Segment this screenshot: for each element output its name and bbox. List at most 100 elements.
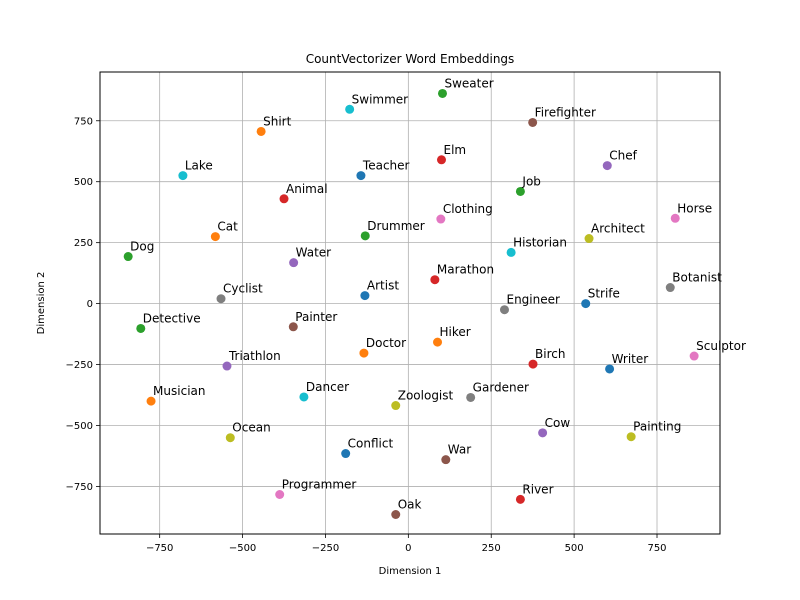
data-point	[584, 234, 594, 244]
y-tick-label: 750	[74, 116, 93, 127]
point-label: Artist	[367, 279, 399, 293]
point-label: Lake	[185, 159, 213, 173]
point-label: Painter	[295, 310, 337, 324]
data-point	[289, 258, 299, 268]
data-point	[279, 194, 289, 204]
data-point	[210, 232, 220, 242]
data-point	[360, 291, 370, 301]
point-label: Shirt	[263, 114, 291, 128]
data-point	[436, 155, 446, 165]
y-tick-label: 250	[74, 238, 93, 249]
data-point	[437, 88, 447, 98]
plot-frame	[99, 71, 721, 535]
data-point	[538, 428, 548, 438]
point-label: Water	[296, 246, 332, 260]
data-point	[299, 392, 309, 402]
point-label: Dog	[130, 240, 154, 254]
point-label: Cow	[545, 416, 571, 430]
data-point	[581, 299, 591, 309]
point-label: Engineer	[506, 293, 560, 307]
grid-lines	[100, 72, 720, 534]
y-axis-label: Dimension 2	[36, 272, 47, 335]
data-point	[341, 449, 351, 459]
point-label: Cyclist	[223, 282, 263, 296]
data-point	[665, 283, 675, 293]
data-point	[136, 323, 146, 333]
point-label: Hiker	[440, 325, 471, 339]
point-label: Triathlon	[228, 349, 281, 363]
point-label: Firefighter	[535, 105, 596, 119]
data-point	[605, 364, 615, 374]
data-point	[515, 186, 525, 196]
point-label: Writer	[612, 352, 649, 366]
point-label: Birch	[535, 347, 565, 361]
data-point	[499, 305, 509, 315]
point-labels: Sweater Swimmer Firefighter Shirt Elm Chef Lak…	[130, 76, 746, 511]
point-label: Chef	[609, 149, 637, 163]
point-label: Drummer	[367, 219, 425, 233]
data-point	[515, 494, 525, 504]
x-tick-label: 500	[565, 543, 584, 554]
point-label: Painting	[633, 420, 681, 434]
point-label: Cat	[217, 220, 238, 234]
data-point	[430, 275, 440, 285]
point-label: War	[448, 443, 471, 457]
y-tick-label: −500	[66, 421, 93, 432]
point-label: Gardener	[473, 380, 529, 394]
point-label: Programmer	[282, 478, 357, 492]
data-point	[670, 213, 680, 223]
point-label: Strife	[588, 287, 620, 301]
data-point	[222, 361, 232, 371]
point-label: Marathon	[437, 263, 494, 277]
data-point	[466, 392, 476, 402]
data-point	[689, 351, 699, 361]
point-label: Sculptor	[696, 339, 746, 353]
chart-title: CountVectorizer Word Embeddings	[306, 52, 515, 66]
data-point	[602, 161, 612, 171]
point-label: Detective	[143, 311, 201, 325]
y-tick-label: 500	[74, 177, 93, 188]
axis-ticks: −750 −500 −250 0 250 500 750 −750 −500 −250 0 250 50…	[66, 116, 667, 554]
point-label: Ocean	[232, 421, 270, 435]
x-tick-label: −750	[146, 543, 173, 554]
point-label: Swimmer	[352, 92, 409, 106]
x-tick-label: −250	[312, 543, 339, 554]
point-label: Horse	[677, 201, 712, 215]
data-point	[441, 455, 451, 465]
x-tick-label: −500	[229, 543, 256, 554]
data-point	[528, 117, 538, 127]
point-label: Botanist	[672, 271, 722, 285]
y-tick-label: −250	[66, 360, 93, 371]
point-label: Zoologist	[398, 389, 454, 403]
data-point	[506, 247, 516, 257]
point-label: Musician	[153, 384, 205, 398]
data-point	[123, 252, 133, 262]
data-point	[288, 322, 298, 332]
point-label: Animal	[286, 182, 328, 196]
point-label: Oak	[398, 497, 422, 511]
data-point	[146, 396, 156, 406]
x-axis-label: Dimension 1	[379, 566, 442, 577]
data-point	[178, 171, 188, 181]
data-point	[345, 104, 355, 114]
point-label: Teacher	[362, 159, 410, 173]
data-point	[216, 294, 226, 304]
x-tick-label: 250	[482, 543, 501, 554]
data-point	[391, 509, 401, 519]
data-point	[626, 432, 636, 442]
point-label: Elm	[443, 143, 466, 157]
data-point	[359, 348, 369, 358]
data-point	[256, 126, 266, 136]
x-tick-label: 750	[647, 543, 666, 554]
point-label: Doctor	[366, 336, 406, 350]
data-point	[528, 359, 538, 369]
data-point	[356, 171, 366, 181]
point-label: Architect	[591, 222, 645, 236]
data-point	[436, 214, 446, 224]
data-points	[123, 88, 699, 519]
point-label: Historian	[513, 235, 567, 249]
data-point	[391, 401, 401, 411]
y-tick-label: 0	[87, 299, 93, 310]
data-point	[275, 490, 285, 500]
